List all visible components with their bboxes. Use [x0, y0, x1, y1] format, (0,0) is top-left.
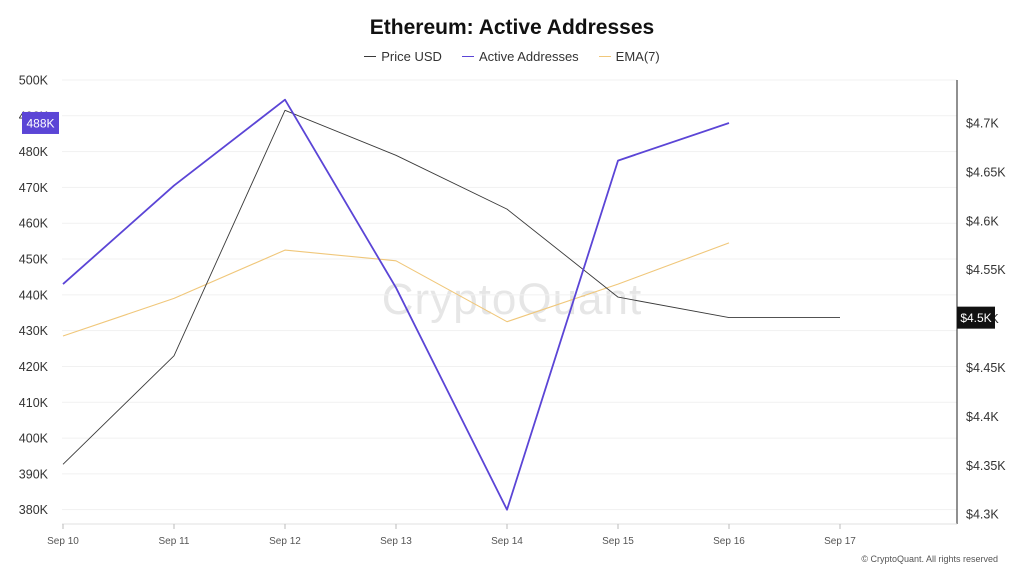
left-value-badge-label: 488K [26, 116, 54, 130]
y-left-tick-label: 400K [19, 432, 49, 446]
legend-swatch-ema [598, 56, 611, 57]
y-left-tick-label: 420K [19, 360, 49, 374]
y-left-tick-label: 460K [19, 217, 49, 231]
right-value-badge [957, 306, 995, 329]
y-right-tick-label: $4.4K [966, 410, 999, 424]
legend-label-ema: EMA(7) [615, 49, 660, 64]
x-tick-label: Sep 11 [159, 536, 190, 547]
legend-label-active-addresses: Active Addresses [478, 49, 579, 64]
legend-swatch-price [364, 56, 377, 57]
legend-swatch-active-addresses [461, 56, 474, 57]
y-right-tick-label: $4.65K [966, 165, 1006, 179]
y-right-tick-label: $4.7K [966, 117, 999, 131]
series-line-price-usd [62, 109, 840, 465]
legend-item-ema[interactable]: EMA(7) [598, 49, 660, 64]
y-left-tick-label: 480K [19, 145, 49, 159]
x-tick-label: Sep 13 [380, 536, 412, 547]
y-right-tick-label: $4.6K [966, 214, 999, 228]
y-right-tick-label: $4.35K [966, 459, 1006, 473]
series-line-active-addresses [62, 98, 730, 511]
series-line-ema7 [62, 242, 730, 337]
left-value-badge [22, 111, 59, 134]
right-value-badge-label: $4.5K [960, 311, 991, 325]
legend-item-price[interactable]: Price USD [364, 49, 442, 64]
y-left-tick-label: 450K [19, 253, 49, 267]
legend-item-active-addresses[interactable]: Active Addresses [461, 49, 579, 64]
y-left-tick-label: 430K [19, 324, 49, 338]
x-tick-label: Sep 10 [47, 536, 79, 547]
y-right-tick-label: $4.3K [966, 508, 999, 522]
y-right-tick-label: $4.55K [966, 263, 1006, 277]
chart-legend: Price USD Active Addresses EMA(7) [0, 49, 1024, 64]
copyright-footer: © CryptoQuant. All rights reserved [861, 554, 998, 564]
y-left-tick-label: 390K [19, 467, 49, 481]
x-tick-label: Sep 17 [824, 536, 856, 547]
y-left-tick-label: 500K [19, 74, 49, 88]
chart-title: Ethereum: Active Addresses [369, 16, 655, 39]
y-left-tick-label: 470K [19, 181, 49, 195]
x-tick-label: Sep 15 [602, 536, 634, 547]
y-left-tick-label: 440K [19, 288, 49, 302]
x-tick-label: Sep 14 [491, 536, 523, 547]
legend-label-price: Price USD [381, 49, 442, 64]
x-tick-label: Sep 16 [713, 536, 745, 547]
watermark: CryptoQuant [381, 275, 643, 324]
y-left-tick-label: 410K [19, 396, 49, 410]
y-right-tick-label: $4.45K [966, 361, 1006, 375]
x-tick-label: Sep 12 [269, 536, 301, 547]
y-left-tick-label: 380K [19, 503, 49, 517]
